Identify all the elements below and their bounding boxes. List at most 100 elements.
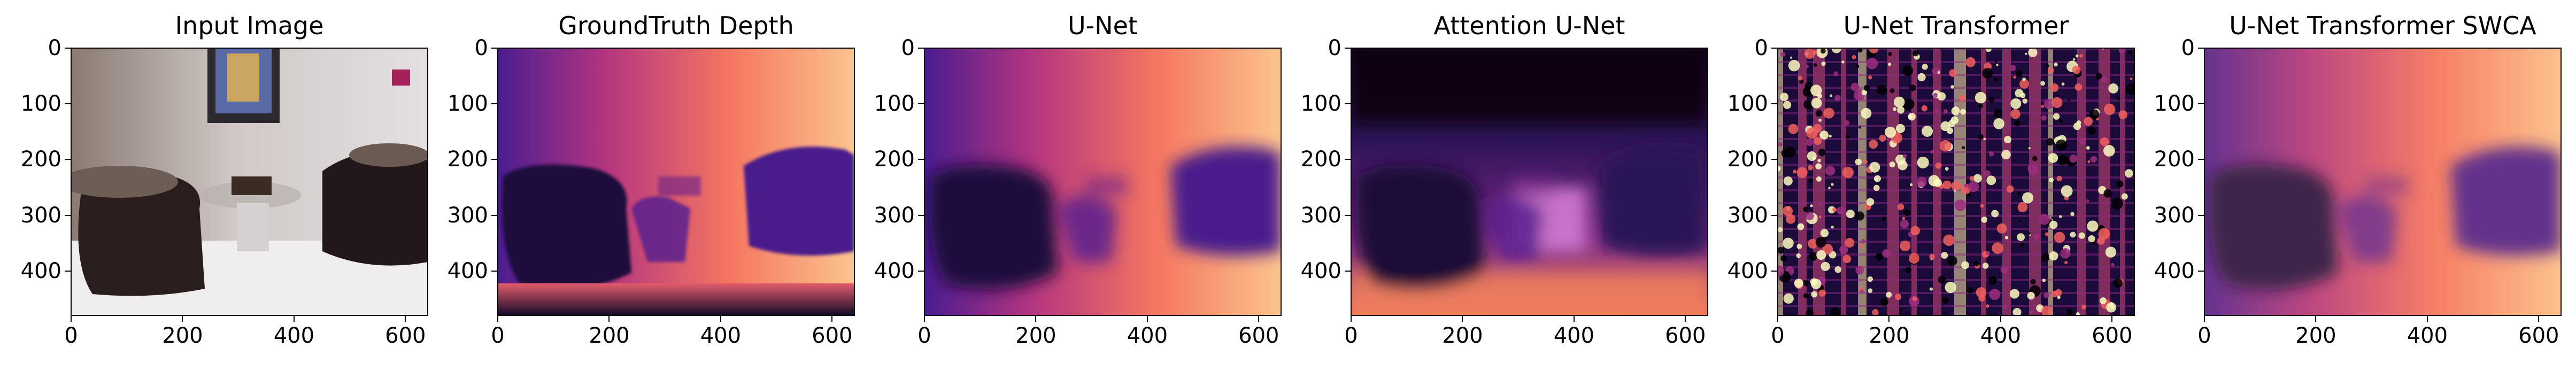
y-tick-mark [2198, 103, 2204, 105]
y-tick-label: 0 [901, 36, 915, 60]
x-tick-mark [2426, 315, 2428, 322]
y-tick-label: 200 [1300, 147, 1341, 172]
y-tick-label: 400 [874, 258, 915, 283]
y-tick-label: 100 [874, 91, 915, 117]
x-tick-mark [2111, 315, 2113, 322]
y-tick-label: 0 [474, 36, 488, 60]
y-tick-label: 400 [2154, 258, 2195, 283]
x-tick-mark [2538, 315, 2540, 322]
panel-image-svg [1778, 48, 2134, 315]
y-tick-mark [1771, 270, 1778, 272]
y-tick-label: 300 [1300, 203, 1341, 228]
panel-image-svg [1351, 48, 1708, 315]
x-tick-label: 400 [273, 323, 315, 348]
y-tick-mark [65, 270, 71, 272]
y-tick-mark [65, 103, 71, 105]
x-tick-label: 200 [1869, 323, 1910, 348]
y-tick-label: 200 [2154, 147, 2195, 172]
x-tick-label: 0 [1344, 323, 1358, 348]
y-tick-label: 100 [2154, 91, 2195, 117]
x-tick-mark [182, 315, 183, 322]
y-tick-label: 100 [20, 91, 61, 117]
x-tick-mark [293, 315, 295, 322]
y-tick-label: 200 [1727, 147, 1768, 172]
panel-image [924, 48, 1281, 315]
y-tick-mark [491, 270, 498, 272]
y-tick-mark [65, 48, 71, 49]
x-tick-label: 0 [1771, 323, 1785, 348]
x-tick-mark [2000, 315, 2001, 322]
y-tick-label: 0 [2181, 36, 2195, 60]
y-tick-mark [1771, 214, 1778, 216]
x-tick-label: 0 [64, 323, 78, 348]
panel-image [2204, 48, 2561, 315]
y-tick-mark [2198, 214, 2204, 216]
y-tick-label: 0 [1328, 36, 1341, 60]
panel-image-svg [2204, 48, 2561, 315]
y-tick-mark [918, 103, 924, 105]
x-tick-mark [1462, 315, 1463, 322]
y-tick-label: 0 [1754, 36, 1768, 60]
x-tick-mark [831, 315, 833, 322]
y-tick-mark [491, 159, 498, 160]
y-tick-mark [918, 214, 924, 216]
y-tick-label: 0 [48, 36, 61, 60]
y-tick-label: 300 [20, 203, 61, 228]
panel-image [1351, 48, 1708, 315]
x-tick-label: 0 [2197, 323, 2211, 348]
y-tick-label: 400 [1300, 258, 1341, 283]
y-tick-mark [918, 48, 924, 49]
x-tick-mark [405, 315, 406, 322]
x-tick-mark [1685, 315, 1686, 322]
y-tick-mark [2198, 270, 2204, 272]
y-tick-mark [1771, 159, 1778, 160]
x-tick-label: 600 [812, 323, 853, 348]
y-tick-mark [65, 159, 71, 160]
y-tick-label: 400 [1727, 258, 1768, 283]
y-tick-mark [1345, 159, 1351, 160]
y-tick-mark [1345, 103, 1351, 105]
y-tick-mark [2198, 48, 2204, 49]
x-tick-label: 200 [162, 323, 203, 348]
x-tick-mark [497, 315, 498, 322]
x-tick-label: 400 [1553, 323, 1595, 348]
panel-image-svg [71, 48, 428, 315]
x-tick-mark [2204, 315, 2205, 322]
x-tick-mark [1351, 315, 1352, 322]
y-tick-label: 200 [874, 147, 915, 172]
x-tick-label: 400 [700, 323, 742, 348]
y-tick-mark [918, 159, 924, 160]
y-tick-mark [1771, 103, 1778, 105]
x-tick-mark [71, 315, 72, 322]
x-tick-label: 200 [1015, 323, 1056, 348]
y-tick-mark [918, 270, 924, 272]
panel-title: Attention U-Net [1433, 11, 1625, 40]
panel-image [71, 48, 428, 315]
y-tick-label: 400 [20, 258, 61, 283]
x-tick-label: 600 [1665, 323, 1706, 348]
panel-title: Input Image [175, 11, 324, 40]
x-tick-label: 200 [2295, 323, 2336, 348]
y-tick-label: 100 [1727, 91, 1768, 117]
panel-image-svg [498, 48, 854, 315]
x-tick-label: 600 [2518, 323, 2559, 348]
y-tick-mark [1345, 48, 1351, 49]
y-tick-mark [491, 48, 498, 49]
panel-title: U-Net Transformer [1843, 11, 2069, 40]
y-tick-mark [1771, 48, 1778, 49]
y-tick-label: 200 [20, 147, 61, 172]
x-tick-label: 400 [1980, 323, 2022, 348]
y-tick-mark [1345, 214, 1351, 216]
x-tick-mark [1258, 315, 1260, 322]
x-tick-mark [608, 315, 610, 322]
x-tick-mark [1777, 315, 1778, 322]
y-tick-label: 200 [447, 147, 488, 172]
y-tick-mark [491, 214, 498, 216]
x-tick-label: 400 [1127, 323, 1168, 348]
x-tick-mark [1146, 315, 1148, 322]
x-tick-label: 600 [385, 323, 426, 348]
x-tick-label: 200 [589, 323, 630, 348]
x-tick-mark [720, 315, 721, 322]
y-tick-mark [491, 103, 498, 105]
